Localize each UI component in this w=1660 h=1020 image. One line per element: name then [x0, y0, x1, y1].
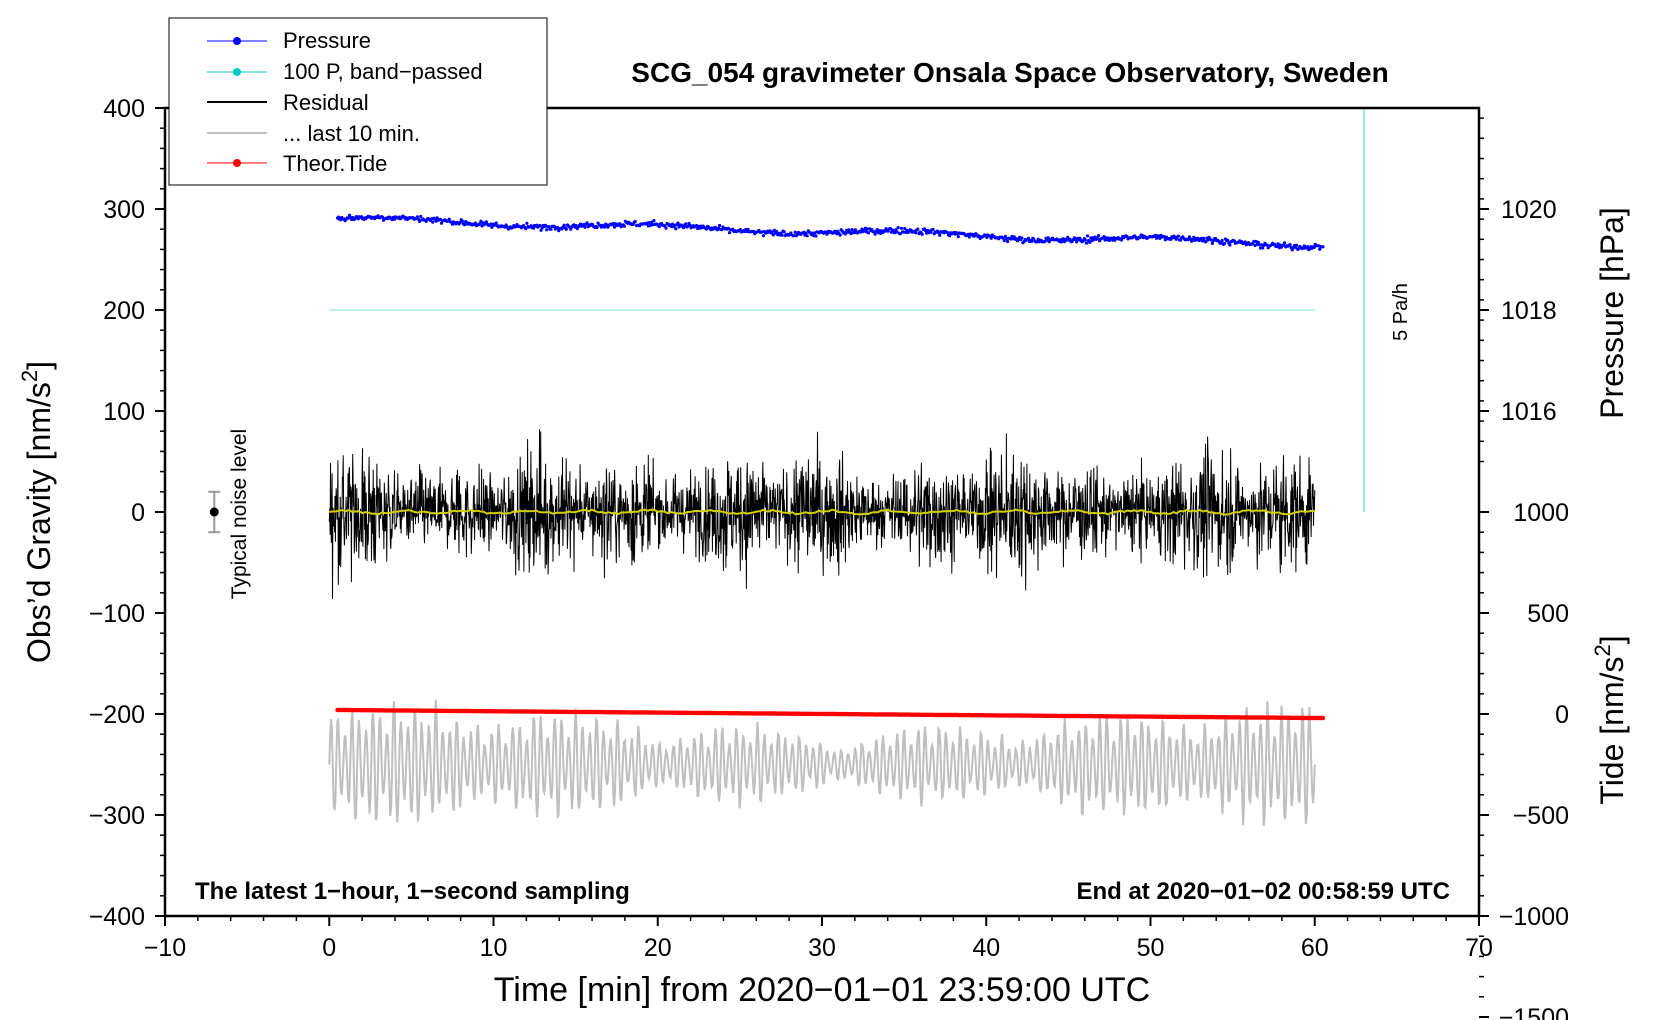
y-tick-label: −400 — [89, 903, 145, 931]
noise-marker-label: Typical noise level — [228, 429, 251, 599]
x-tick-label: 20 — [644, 934, 672, 962]
legend-label-residual: Residual — [283, 90, 369, 115]
rate-marker-label: 5 Pa/h — [1390, 283, 1412, 341]
y-tick-label: 200 — [103, 297, 145, 325]
y-tick-label: 100 — [103, 398, 145, 426]
x-axis: −10 0 10 20 30 40 50 60 70 — [144, 916, 1493, 962]
legend-label-last10: ... last 10 min. — [283, 121, 420, 146]
x-tick-label: 0 — [322, 934, 336, 962]
pressure-tick-label: 1020 — [1501, 196, 1557, 224]
legend: Pressure 100 P, band−passed Residual ...… — [168, 17, 548, 186]
legend-marker-tide — [233, 159, 241, 167]
y-axis-label-tide-close: ] — [1594, 635, 1630, 644]
chart-title: SCG_054 gravimeter Onsala Space Observat… — [631, 57, 1388, 88]
y-axis-label-tide-text: Tide [nm/s — [1594, 656, 1630, 804]
tide-tick-label: −1000 — [1499, 903, 1569, 931]
y-axis-label-gravity: Obs’d Gravity [nm/s2] — [17, 361, 57, 663]
tide-tick-label: −500 — [1513, 802, 1569, 830]
series-residual — [328, 429, 1316, 600]
y-tick-label: 300 — [103, 196, 145, 224]
tide-tick-label: 0 — [1555, 701, 1569, 729]
legend-label-bandpassed: 100 P, band−passed — [283, 59, 483, 84]
x-tick-label: 10 — [480, 934, 508, 962]
x-tick-label: −10 — [144, 934, 186, 962]
series-layer — [208, 108, 1365, 826]
series-theor-tide — [335, 707, 1326, 721]
y-tick-label: 400 — [103, 95, 145, 123]
y-axis-tide: −1500 −1000 −500 0 500 1000 — [1479, 499, 1569, 1020]
x-axis-label: Time [min] from 2020−01−01 23:59:00 UTC — [494, 971, 1150, 1009]
y-axis-label-gravity-close: ] — [21, 361, 57, 370]
legend-marker-bandpassed — [233, 68, 241, 76]
y-tick-label: −100 — [89, 600, 145, 628]
legend-label-pressure: Pressure — [283, 28, 371, 53]
annotation-bottom-right: End at 2020−01−02 00:58:59 UTC — [1076, 878, 1450, 905]
x-tick-label: 70 — [1465, 934, 1493, 962]
x-tick-label: 40 — [972, 934, 1000, 962]
y-axis-label-tide-sup: 2 — [1590, 644, 1615, 656]
annotation-bottom-left: The latest 1−hour, 1−second sampling — [195, 878, 630, 905]
y-axis-label-gravity-text: Obs’d Gravity [nm/s — [21, 382, 57, 663]
tide-tick-label: 1000 — [1513, 499, 1569, 527]
y-axis-pressure: 1016 1018 1020 — [1479, 117, 1557, 463]
x-tick-label: 50 — [1137, 934, 1165, 962]
legend-label-tide: Theor.Tide — [283, 151, 387, 176]
y-axis-label-gravity-sup: 2 — [17, 370, 42, 382]
x-tick-label: 30 — [808, 934, 836, 962]
y-tick-label: −300 — [89, 802, 145, 830]
y-axis-label-pressure: Pressure [hPa] — [1594, 207, 1630, 419]
pressure-tick-label: 1016 — [1501, 398, 1557, 426]
y-axis-gravity: −400 −300 −200 −100 0 100 200 300 400 — [89, 95, 165, 931]
legend-marker-pressure — [233, 37, 241, 45]
series-last-10-min — [328, 699, 1316, 826]
y-tick-label: 0 — [131, 499, 145, 527]
tide-tick-label: −1500 — [1499, 1004, 1569, 1020]
pressure-tick-label: 1018 — [1501, 297, 1557, 325]
y-axis-label-tide: Tide [nm/s2] — [1590, 635, 1630, 804]
series-pressure — [335, 213, 1325, 252]
noise-marker-dot — [209, 507, 219, 517]
x-tick-label: 60 — [1301, 934, 1329, 962]
series-residual-smoothed — [329, 508, 1315, 516]
tide-tick-label: 500 — [1527, 600, 1569, 628]
y-tick-label: −200 — [89, 701, 145, 729]
